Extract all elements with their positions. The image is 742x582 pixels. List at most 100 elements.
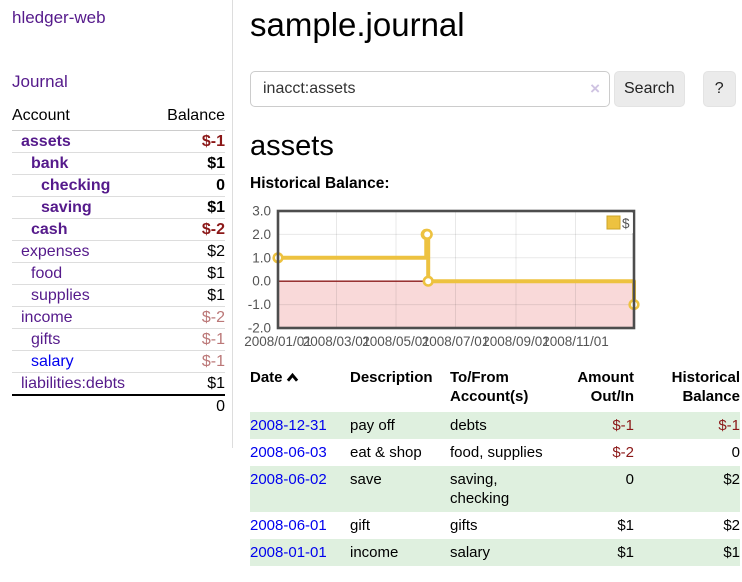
account-balance: 0 xyxy=(216,177,225,194)
register-description: pay off xyxy=(350,417,395,434)
main-content: sample.journal × Search ? assets Histori… xyxy=(233,0,742,566)
page-title: sample.journal xyxy=(250,6,465,43)
account-link-liabilities-debts[interactable]: liabilities:debts xyxy=(21,375,126,392)
chart-label: Historical Balance: xyxy=(250,175,390,192)
account-link-saving[interactable]: saving xyxy=(41,199,92,216)
account-row: cash $-2 xyxy=(12,218,225,241)
account-balance: $-1 xyxy=(201,353,225,370)
svg-text:2008/09/01: 2008/09/01 xyxy=(482,334,550,349)
svg-text:2008/05/01: 2008/05/01 xyxy=(362,334,430,349)
account-link-checking[interactable]: checking xyxy=(41,177,111,194)
svg-text:2008/07/01: 2008/07/01 xyxy=(422,334,490,349)
account-link-supplies[interactable]: supplies xyxy=(31,287,90,304)
account-row: saving $1 xyxy=(12,196,225,219)
register-amount: $-1 xyxy=(612,417,634,434)
register-date-link[interactable]: 2008-06-01 xyxy=(250,517,327,534)
register-row: 2008-01-01 income salary $1 $1 xyxy=(250,539,740,566)
account-row: liabilities:debts $1 xyxy=(12,372,225,396)
account-link-assets[interactable]: assets xyxy=(21,133,71,150)
svg-text:3.0: 3.0 xyxy=(252,204,271,219)
account-row: assets $-1 xyxy=(12,131,225,153)
search-input[interactable] xyxy=(250,71,610,107)
svg-text:$: $ xyxy=(622,216,630,231)
brand-link[interactable]: hledger-web xyxy=(12,8,106,27)
account-balance: $1 xyxy=(207,199,225,216)
account-balance: $2 xyxy=(207,243,225,260)
register-header-row: Date Description To/From Account(s) Amou… xyxy=(250,366,740,412)
accounts-header-account: Account xyxy=(12,105,153,131)
register-balance: $2 xyxy=(723,471,740,488)
register-header-date-label: Date xyxy=(250,369,283,386)
account-balance: $-1 xyxy=(201,133,225,150)
register-amount: 0 xyxy=(625,471,634,488)
sidebar: hledger-web Journal Account Balance asse… xyxy=(0,0,233,448)
register-balance: $-1 xyxy=(718,417,740,434)
accounts-table: Account Balance assets $-1 bank $1 check… xyxy=(12,105,225,417)
svg-text:1.0: 1.0 xyxy=(252,250,271,265)
account-balance: $-2 xyxy=(201,221,225,238)
register-balance: $1 xyxy=(723,544,740,561)
account-balance: $-2 xyxy=(201,309,225,326)
register-description: eat & shop xyxy=(350,444,422,461)
svg-text:0.0: 0.0 xyxy=(252,274,271,289)
account-link-food[interactable]: food xyxy=(31,265,63,282)
account-link-expenses[interactable]: expenses xyxy=(21,243,90,260)
svg-text:2.0: 2.0 xyxy=(252,227,271,242)
help-button[interactable]: ? xyxy=(702,71,736,107)
accounts-total-row: 0 xyxy=(12,395,225,417)
accounts-header-row: Account Balance xyxy=(12,105,225,131)
account-balance: $-1 xyxy=(201,331,225,348)
account-row: expenses $2 xyxy=(12,240,225,263)
account-row: income $-2 xyxy=(12,306,225,329)
register-date-link[interactable]: 2008-06-02 xyxy=(250,471,327,488)
register-header-description: Description xyxy=(350,369,433,386)
account-balance: $1 xyxy=(207,287,225,304)
search-button[interactable]: Search xyxy=(614,71,685,107)
register-header-accounts: To/From Account(s) xyxy=(450,369,529,405)
register-description: gift xyxy=(350,517,371,534)
account-row: salary $-1 xyxy=(12,350,225,373)
register-date-link[interactable]: 2008-06-03 xyxy=(250,444,327,461)
register-row: 2008-06-02 save saving, checking 0 $2 xyxy=(250,466,740,512)
hledger-web-app: hledger-web Journal Account Balance asse… xyxy=(0,0,742,566)
register-date-link[interactable]: 2008-12-31 xyxy=(250,417,327,434)
register-header-date[interactable]: Date xyxy=(250,366,350,412)
account-link-bank[interactable]: bank xyxy=(31,155,69,172)
register-accounts: debts xyxy=(450,417,487,434)
account-link-income[interactable]: income xyxy=(21,309,73,326)
register-table: Date Description To/From Account(s) Amou… xyxy=(250,366,740,566)
register-accounts: salary xyxy=(450,544,491,561)
account-link-salary[interactable]: salary xyxy=(31,353,74,370)
register-header-balance: Historical Balance xyxy=(671,369,740,405)
register-accounts: gifts xyxy=(450,517,478,534)
register-accounts: saving, checking xyxy=(450,471,510,507)
register-row: 2008-06-01 gift gifts $1 $2 xyxy=(250,512,740,539)
account-title: assets xyxy=(250,130,334,162)
account-row: supplies $1 xyxy=(12,284,225,307)
account-balance: $1 xyxy=(207,155,225,172)
account-link-cash[interactable]: cash xyxy=(31,221,68,238)
account-row: gifts $-1 xyxy=(12,328,225,351)
accounts-header-balance: Balance xyxy=(152,105,225,131)
register-balance: $2 xyxy=(723,517,740,534)
account-row: food $1 xyxy=(12,262,225,285)
sidebar-item-journal[interactable]: Journal xyxy=(12,72,68,91)
register-description: income xyxy=(350,544,399,561)
balance-chart[interactable]: $3.0 2.0 1.0 0.0 -1.0 -2.0 2008/01/01 2008/03/0… xyxy=(244,204,642,353)
register-amount: $-2 xyxy=(612,444,634,461)
search-form: × Search ? xyxy=(250,71,742,107)
account-link-gifts[interactable]: gifts xyxy=(31,331,61,348)
svg-text:2008/01/01: 2008/01/01 xyxy=(244,334,312,349)
sort-ascending-icon xyxy=(286,372,298,382)
svg-text:2008/03/01: 2008/03/01 xyxy=(303,334,371,349)
register-amount: $1 xyxy=(617,517,634,534)
register-date-link[interactable]: 2008-01-01 xyxy=(250,544,327,561)
svg-text:-1.0: -1.0 xyxy=(248,297,271,312)
clear-search-icon[interactable]: × xyxy=(590,79,600,98)
svg-text:-2.0: -2.0 xyxy=(248,321,271,336)
register-header-amount: Amount Out/In xyxy=(577,369,634,405)
register-balance: 0 xyxy=(731,444,740,461)
register-amount: $1 xyxy=(617,544,634,561)
register-accounts: food, supplies xyxy=(450,444,543,461)
register-row: 2008-06-03 eat & shop food, supplies $-2… xyxy=(250,439,740,466)
